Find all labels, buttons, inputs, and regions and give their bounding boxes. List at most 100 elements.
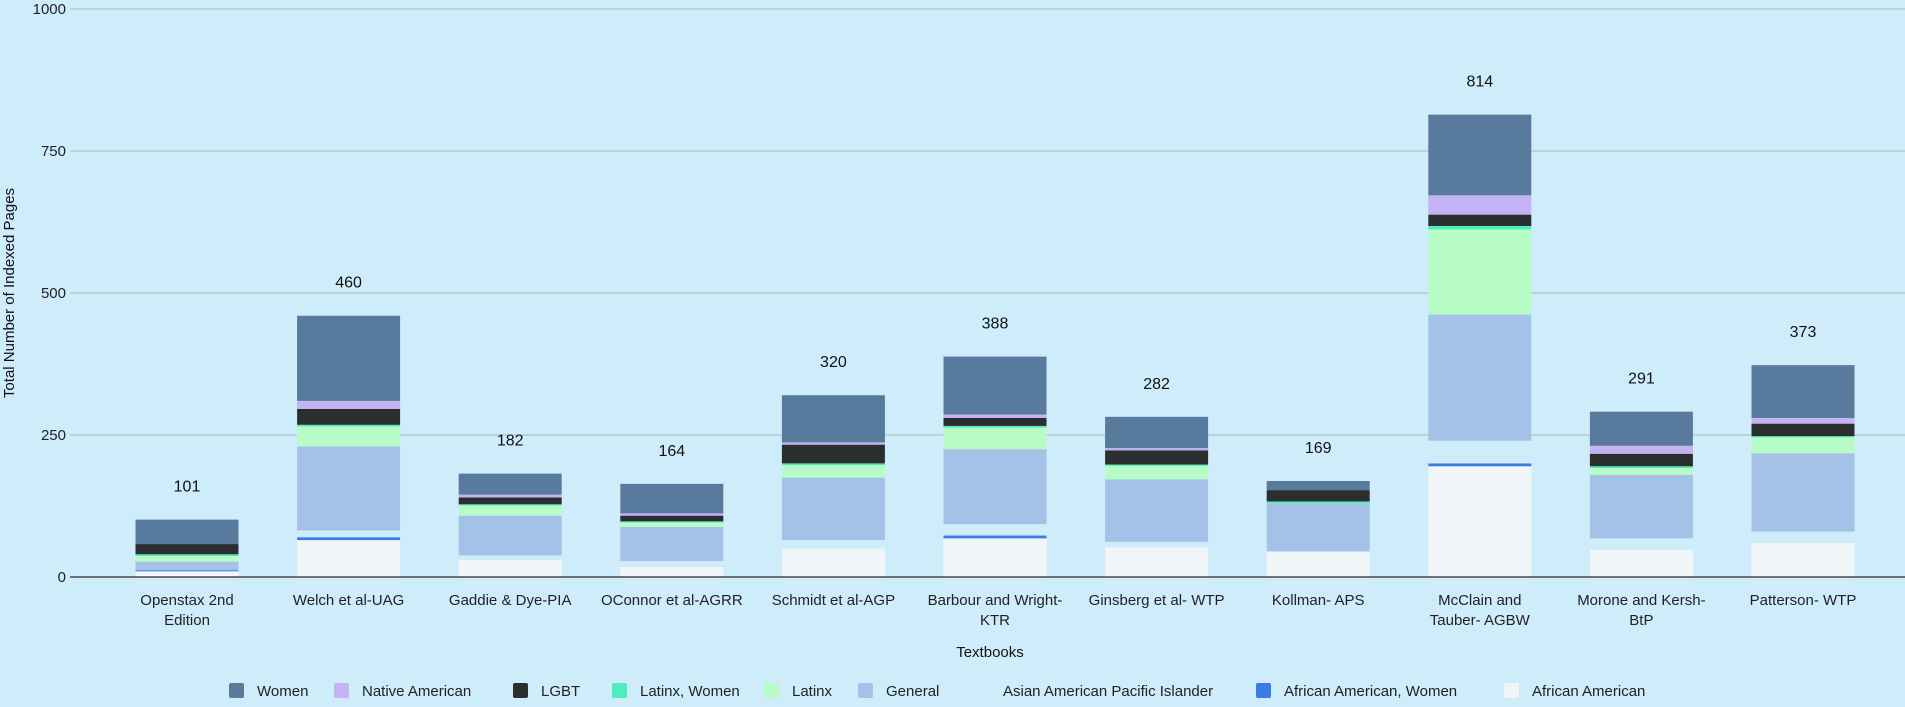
bar-total-label: 164 (658, 443, 685, 460)
bar-segment-latinx-women (1428, 225, 1532, 230)
bar-segment-general (1266, 503, 1370, 552)
bar-segment-native-american (943, 414, 1047, 418)
bar-segment-asian-american-pacific-islander (620, 561, 724, 567)
y-tick-label: 250 (41, 427, 66, 444)
bar-segment-general (1751, 453, 1855, 532)
y-axis-title: Total Number of Indexed Pages (1, 188, 18, 398)
bar-segment-african-american (297, 540, 401, 577)
legend-swatch (229, 683, 244, 698)
bar-segment-latinx-women (781, 463, 885, 466)
bar-segment-lgbt (1751, 423, 1855, 437)
bar-segment-lgbt (781, 444, 885, 464)
bar-segment-african-american-women (1428, 463, 1532, 467)
bar-segment-african-american (781, 548, 885, 577)
bar-segment-latinx-women (1589, 466, 1693, 468)
bar-segment-african-american (1428, 466, 1532, 577)
bar-segment-women (297, 315, 401, 401)
bar-segment-lgbt (620, 515, 724, 522)
bar-segment-women (781, 395, 885, 443)
x-tick-label: BtP (1629, 612, 1653, 629)
legend-swatch (1504, 683, 1519, 698)
legend-swatch (612, 683, 627, 698)
bar-segment-native-american (1428, 195, 1532, 215)
bar-total-label: 291 (1628, 371, 1655, 388)
bar-total-label: 388 (982, 316, 1009, 333)
legend-swatch (1256, 683, 1271, 698)
bar-segment-women (1589, 411, 1693, 446)
x-tick-label: Gaddie & Dye-PIA (449, 592, 572, 609)
x-tick-label: Ginsberg et al- WTP (1089, 592, 1225, 609)
bar-segment-women (1105, 416, 1209, 449)
bar-segment-asian-american-pacific-islander (1589, 538, 1693, 550)
bar-segment-latinx (943, 427, 1047, 450)
bar-segment-latinx (1751, 437, 1855, 454)
bar-segment-asian-american-pacific-islander (781, 540, 885, 549)
bar-segment-general (297, 446, 401, 531)
bar-segment-latinx (1105, 465, 1209, 480)
bar-segment-native-american (458, 494, 562, 498)
bar-segment-general (1589, 474, 1693, 539)
bar-segment-native-american (781, 442, 885, 445)
bar-segment-latinx (620, 522, 724, 528)
legend-label: Native American (362, 683, 471, 700)
bar-total-label: 101 (174, 479, 201, 496)
bar-segment-asian-american-pacific-islander (1105, 541, 1209, 548)
bar-segment-women (620, 483, 724, 514)
bar-segment-native-american (1589, 445, 1693, 454)
bar-segment-african-american (943, 538, 1047, 577)
bar-segment-lgbt (943, 417, 1047, 426)
bar-segment-latinx-women (620, 521, 724, 523)
bar-segment-lgbt (458, 497, 562, 505)
bar-segment-asian-american-pacific-islander (1428, 440, 1532, 464)
bar-segment-general (1105, 479, 1209, 542)
bar-segment-lgbt (1589, 453, 1693, 467)
bar-segment-women (943, 356, 1047, 415)
x-tick-label: Barbour and Wright- (928, 592, 1063, 609)
bar-segment-african-american (1266, 551, 1370, 577)
bar-segment-latinx (1589, 467, 1693, 475)
bar-segment-african-american-women (297, 537, 401, 541)
bar-segment-general (620, 527, 724, 562)
legend-label: Latinx, Women (640, 683, 740, 700)
legend-swatch (975, 683, 990, 698)
bar-segment-latinx (1428, 229, 1532, 315)
bar-segment-asian-american-pacific-islander (1751, 531, 1855, 543)
y-tick-label: 0 (58, 569, 66, 586)
bar-total-label: 814 (1466, 74, 1493, 91)
bar-segment-native-american (297, 400, 401, 409)
bar-segment-lgbt (1266, 490, 1370, 502)
bar-segment-lgbt (1105, 450, 1209, 465)
bar-segment-latinx-women (297, 424, 401, 427)
legend-label: General (886, 683, 939, 700)
bar-segment-african-american (1589, 549, 1693, 577)
bar-segment-african-american (1105, 547, 1209, 577)
bar-segment-lgbt (297, 408, 401, 425)
y-tick-label: 500 (41, 285, 66, 302)
bar-segment-native-american (620, 513, 724, 516)
bar-segment-latinx (781, 465, 885, 478)
bar-segment-asian-american-pacific-islander (458, 555, 562, 560)
bar-segment-native-american (1105, 448, 1209, 451)
bar-segment-latinx-women (943, 425, 1047, 428)
bar-segment-general (1428, 314, 1532, 441)
x-tick-label: Patterson- WTP (1750, 592, 1857, 609)
legend-label: LGBT (541, 683, 580, 700)
x-tick-label: Schmidt et al-AGP (772, 592, 895, 609)
bar-segment-latinx-women (1105, 464, 1209, 466)
x-tick-label: Edition (164, 612, 210, 629)
x-tick-label: KTR (980, 612, 1010, 629)
bar-segment-african-american (135, 571, 239, 577)
bar-total-label: 373 (1790, 324, 1817, 341)
bar-total-label: 282 (1143, 376, 1170, 393)
legend-label: Latinx (792, 683, 833, 700)
bar-segment-lgbt (1428, 214, 1532, 226)
y-tick-label: 1000 (33, 1, 66, 18)
bar-segment-women (1266, 481, 1370, 491)
bar-segment-african-american (1751, 542, 1855, 577)
bar-segment-african-american-women (135, 570, 239, 572)
bar-total-label: 182 (497, 433, 524, 450)
bar-segment-general (135, 561, 239, 571)
bar-segment-latinx-women (1266, 501, 1370, 504)
